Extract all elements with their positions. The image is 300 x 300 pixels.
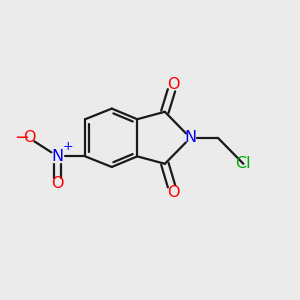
- Text: Cl: Cl: [236, 156, 251, 171]
- Text: −: −: [14, 129, 29, 147]
- Text: O: O: [23, 130, 35, 146]
- Text: +: +: [63, 140, 74, 153]
- Text: O: O: [51, 176, 64, 191]
- Text: N: N: [52, 149, 64, 164]
- Text: O: O: [167, 77, 180, 92]
- Text: O: O: [167, 185, 180, 200]
- Text: N: N: [184, 130, 196, 146]
